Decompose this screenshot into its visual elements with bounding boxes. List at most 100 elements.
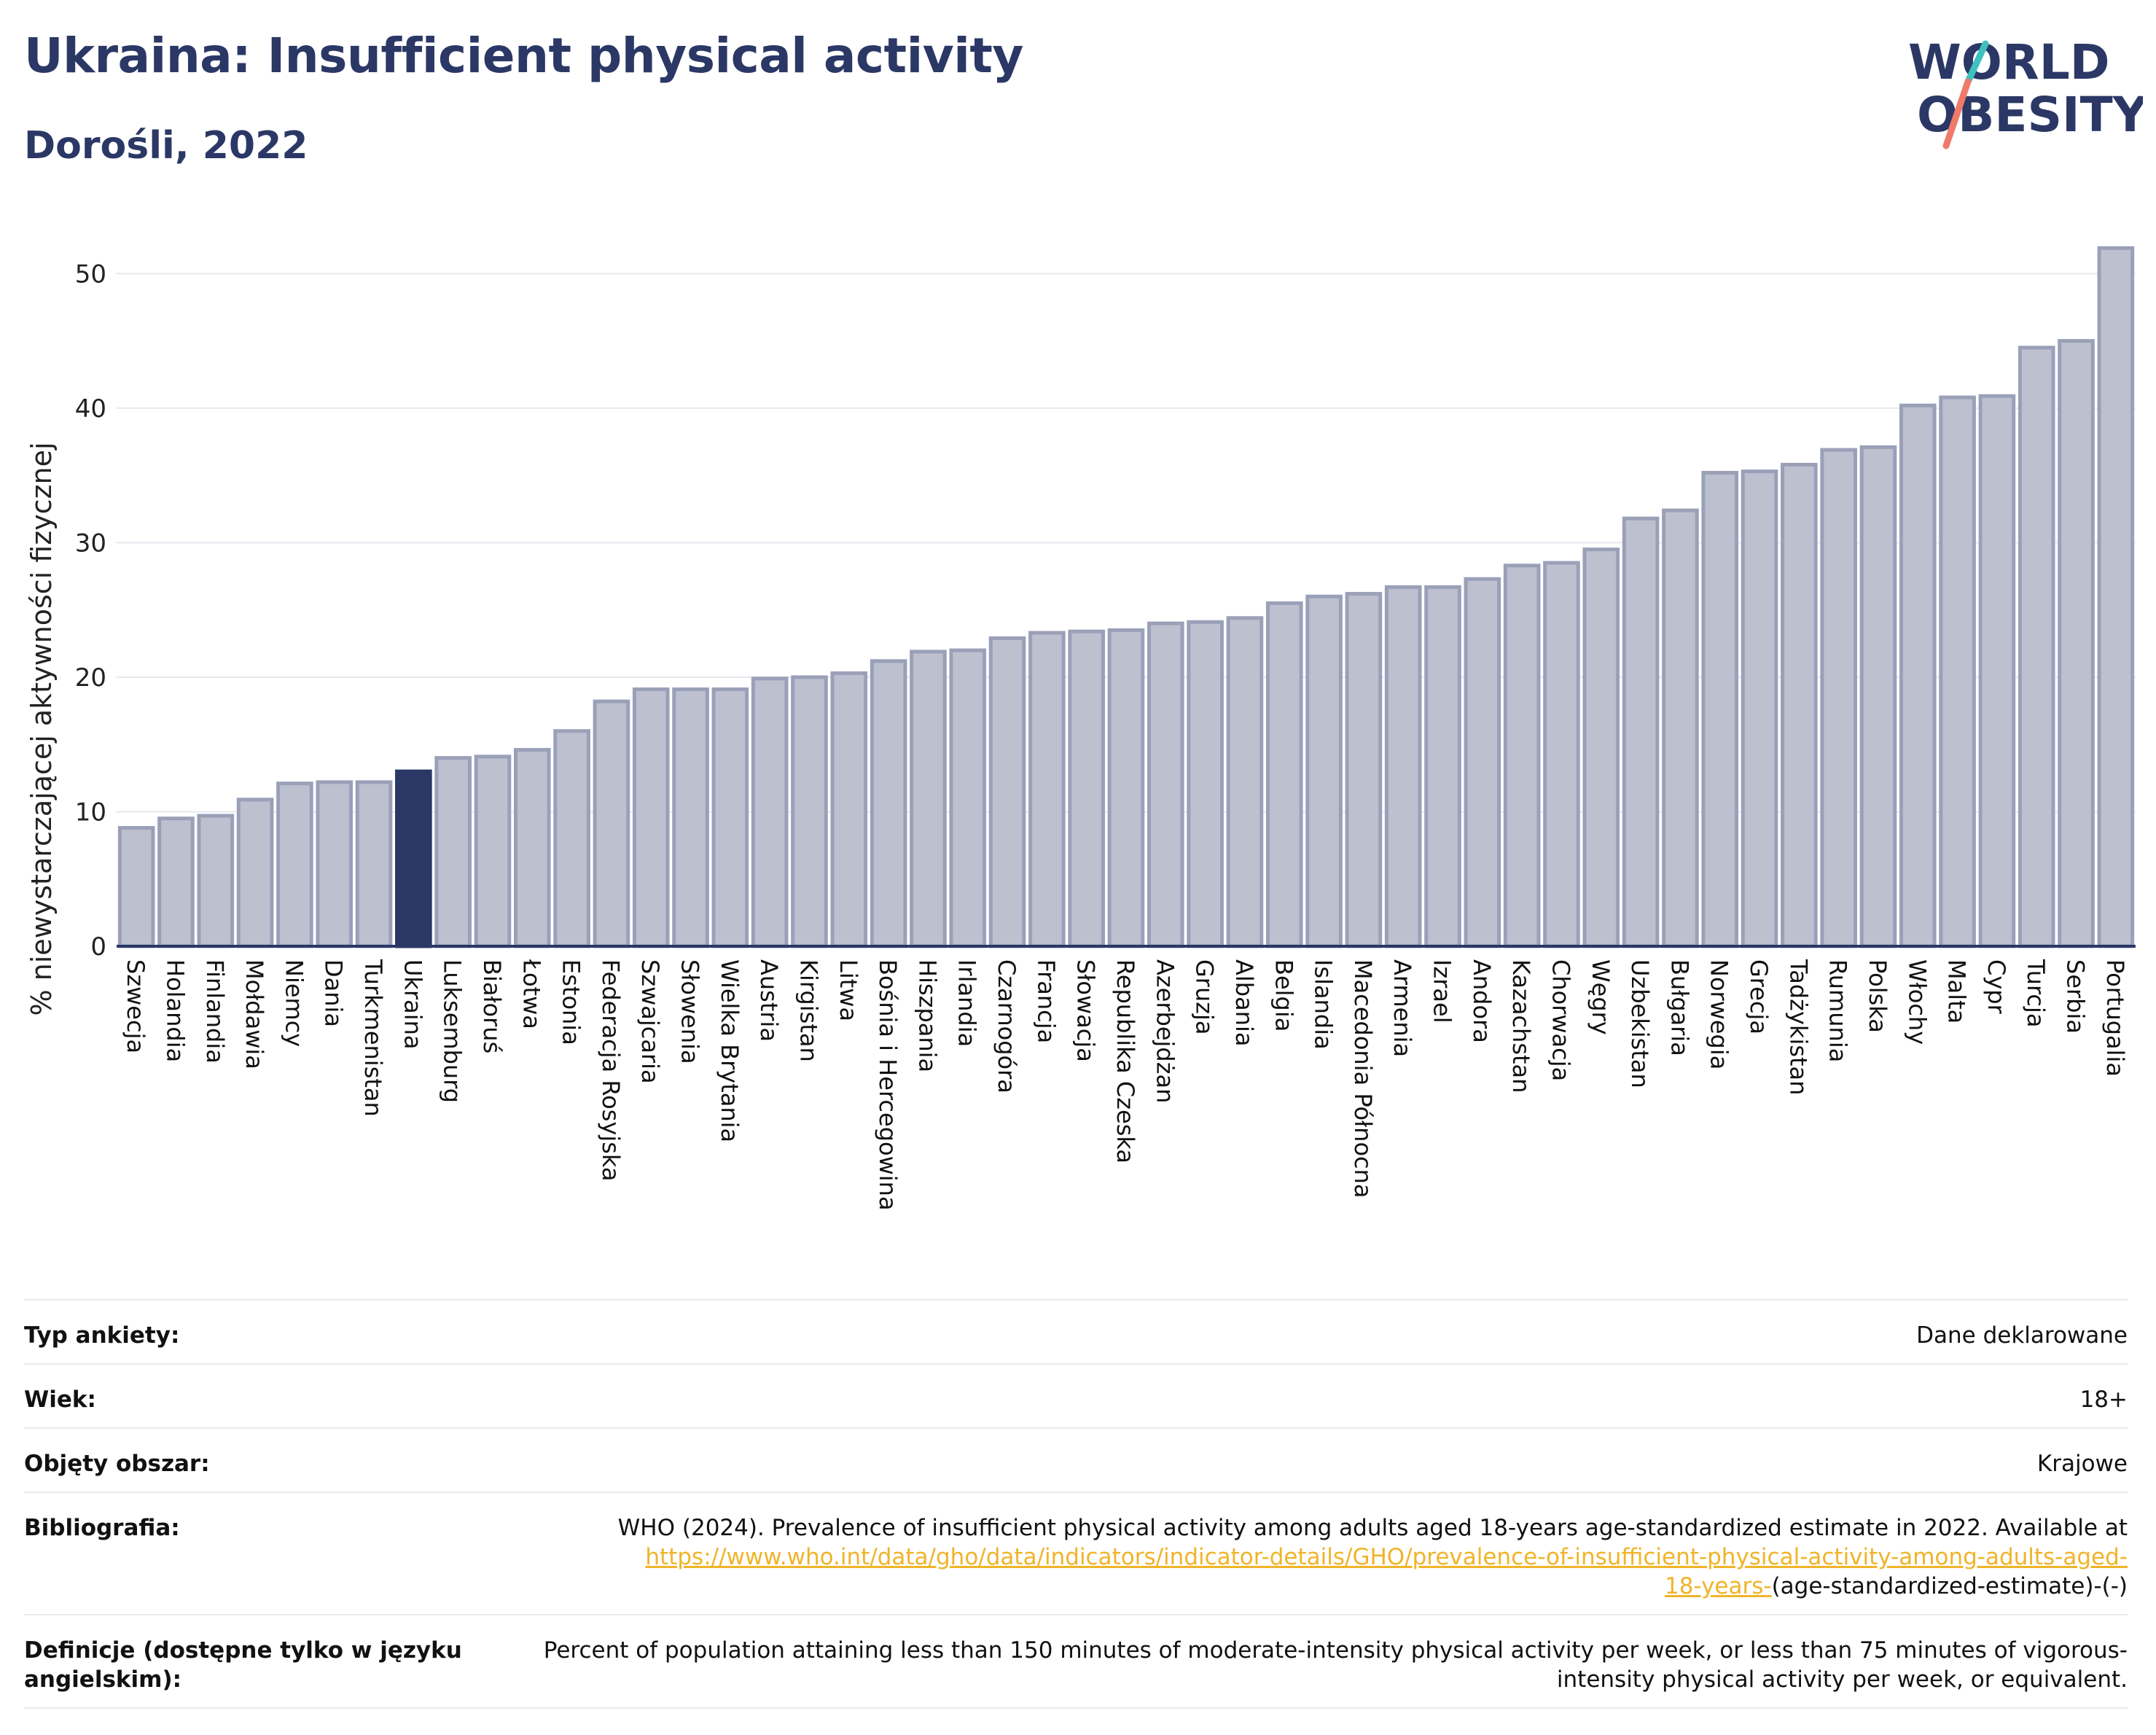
bar: [1107, 628, 1145, 948]
bar: [1543, 561, 1580, 948]
x-tick-label: Macedonia Północna: [1349, 959, 1377, 1198]
area-value: Krajowe: [2036, 1451, 2128, 1477]
definition-value: Percent of population attaining less tha…: [543, 1637, 2128, 1693]
info-row-survey: Typ ankiety: Dane deklarowane: [24, 1299, 2128, 1363]
bar: [632, 687, 670, 948]
bar: [474, 755, 512, 948]
bar: [513, 748, 551, 948]
x-tick-label: Finlandia: [201, 959, 229, 1064]
bar: [870, 659, 907, 948]
bar: [1899, 403, 1937, 948]
y-tick-label: 20: [75, 663, 106, 693]
bibliography-link-cont[interactable]: 18-years-: [1664, 1573, 1772, 1599]
x-tick-label: Litwa: [835, 959, 862, 1021]
bar: [1464, 577, 1501, 948]
y-tick-label: 50: [75, 260, 106, 289]
bar: [157, 816, 195, 948]
bar: [2018, 346, 2055, 948]
info-table: Typ ankiety: Dane deklarowane Wiek: 18+ …: [24, 1299, 2128, 1709]
x-tick-label: Szwecja: [122, 959, 149, 1053]
x-tick-label: Irlandia: [953, 959, 981, 1047]
x-tick-label: Słowacja: [1072, 959, 1100, 1062]
logo-line-world: WORLD: [1908, 34, 2110, 90]
bar: [434, 756, 472, 948]
x-tick-label: Holandia: [161, 959, 189, 1062]
y-tick-label: 0: [90, 932, 106, 962]
x-tick-label: Mołdawia: [241, 959, 268, 1069]
x-tick-label: Portugalia: [2101, 959, 2129, 1077]
bar: [197, 814, 235, 948]
survey-label: Typ ankiety:: [24, 1322, 180, 1349]
x-tick-label: Turcja: [2022, 959, 2050, 1028]
x-tick-label: Norwegia: [1706, 959, 1733, 1069]
logo-slash-teal: [1964, 40, 1989, 85]
bar: [1384, 585, 1422, 948]
x-tick-label: Słowenia: [676, 959, 704, 1064]
y-axis-label: % niewystarczającej aktywności fizycznej: [26, 442, 58, 1015]
bar-chart: 0 10 20 30 40 50 Szwecja Holandia Finlandia Mołda…: [26, 246, 2136, 1211]
x-tick-label: Federacja Rosyjska: [597, 959, 625, 1182]
bar: [1622, 516, 1660, 948]
x-tick-label: Ukraina: [399, 959, 426, 1050]
x-tick-label: Łotwa: [517, 959, 545, 1029]
x-tick-label: Austria: [755, 959, 783, 1042]
x-tick-label: Azerbejdżan: [1151, 959, 1179, 1103]
x-tick-label: Hiszpania: [913, 959, 941, 1072]
age-value: 18+: [2079, 1387, 2128, 1413]
x-tick-label: Kazachstan: [1507, 959, 1535, 1093]
bar-highlighted: [395, 769, 432, 948]
info-row-bibliography: Bibliografia: WHO (2024). Prevalence of …: [24, 1492, 2128, 1614]
bar: [830, 671, 868, 948]
x-tick-label: Polska: [1864, 959, 1891, 1033]
bar: [1265, 601, 1303, 948]
bibliography-link[interactable]: https://www.who.int/data/gho/data/indica…: [645, 1544, 2128, 1570]
x-tick-label: Cypr: [1983, 959, 2010, 1015]
bar: [1187, 620, 1224, 948]
bar: [1068, 629, 1105, 948]
x-tick-label: Wielka Brytania: [716, 959, 743, 1142]
x-tick-label: Białoruś: [478, 959, 506, 1053]
bibliography-label: Bibliografia:: [24, 1515, 180, 1541]
bar: [1424, 585, 1461, 948]
x-tick-label: Republika Czeska: [1112, 959, 1139, 1163]
x-tick-label: Malta: [1943, 959, 1971, 1024]
bar: [751, 677, 789, 948]
bar: [593, 699, 630, 948]
info-row-area: Objęty obszar: Krajowe: [24, 1427, 2128, 1492]
bar: [672, 687, 709, 948]
x-tick-label: Serbia: [2062, 959, 2090, 1034]
x-tick-label: Węgry: [1587, 959, 1614, 1035]
bibliography-value: WHO (2024). Prevalence of insufficient p…: [491, 1513, 2128, 1601]
area-label: Objęty obszar:: [24, 1451, 210, 1477]
bibliography-text: WHO (2024). Prevalence of insufficient p…: [617, 1515, 2128, 1541]
bar: [988, 636, 1026, 948]
bar: [1939, 395, 1976, 948]
bar: [1226, 616, 1264, 948]
bar: [1028, 631, 1066, 948]
bibliography-tail: (age-standardized-estimate)-(-): [1771, 1573, 2128, 1599]
bar: [2097, 246, 2135, 948]
axis-layer: 0 10 20 30 40 50 Szwecja Holandia Finlandia Mołda…: [75, 260, 2136, 1211]
x-tick-label: Bułgaria: [1665, 959, 1693, 1056]
y-tick-label: 40: [75, 394, 106, 424]
x-tick-label: Niemcy: [280, 959, 308, 1047]
x-tick-label: Uzbekistan: [1626, 959, 1654, 1088]
definition-label: Definicje (dostępne tylko w języku angie…: [24, 1637, 462, 1693]
info-row-age: Wiek: 18+: [24, 1363, 2128, 1427]
x-tick-label: Włochy: [1903, 959, 1931, 1045]
x-tick-label: Chorwacja: [1547, 959, 1574, 1081]
y-tick-label: 10: [75, 798, 106, 827]
bar: [553, 729, 590, 948]
x-tick-label: Luksemburg: [439, 959, 466, 1103]
x-tick-label: Rumunia: [1824, 959, 1852, 1062]
x-tick-label: Islandia: [1310, 959, 1337, 1050]
x-tick-label: Armenia: [1388, 959, 1416, 1057]
logo-slash-coral: [1942, 78, 1972, 149]
chart-subtitle: Dorośli, 2022: [24, 124, 308, 168]
bar: [1859, 445, 1897, 948]
x-tick-label: Estonia: [558, 959, 585, 1045]
bar: [276, 781, 313, 948]
bar: [2058, 339, 2095, 948]
bar: [949, 648, 987, 948]
info-row-definition: Definicje (dostępne tylko w języku angie…: [24, 1614, 2128, 1709]
